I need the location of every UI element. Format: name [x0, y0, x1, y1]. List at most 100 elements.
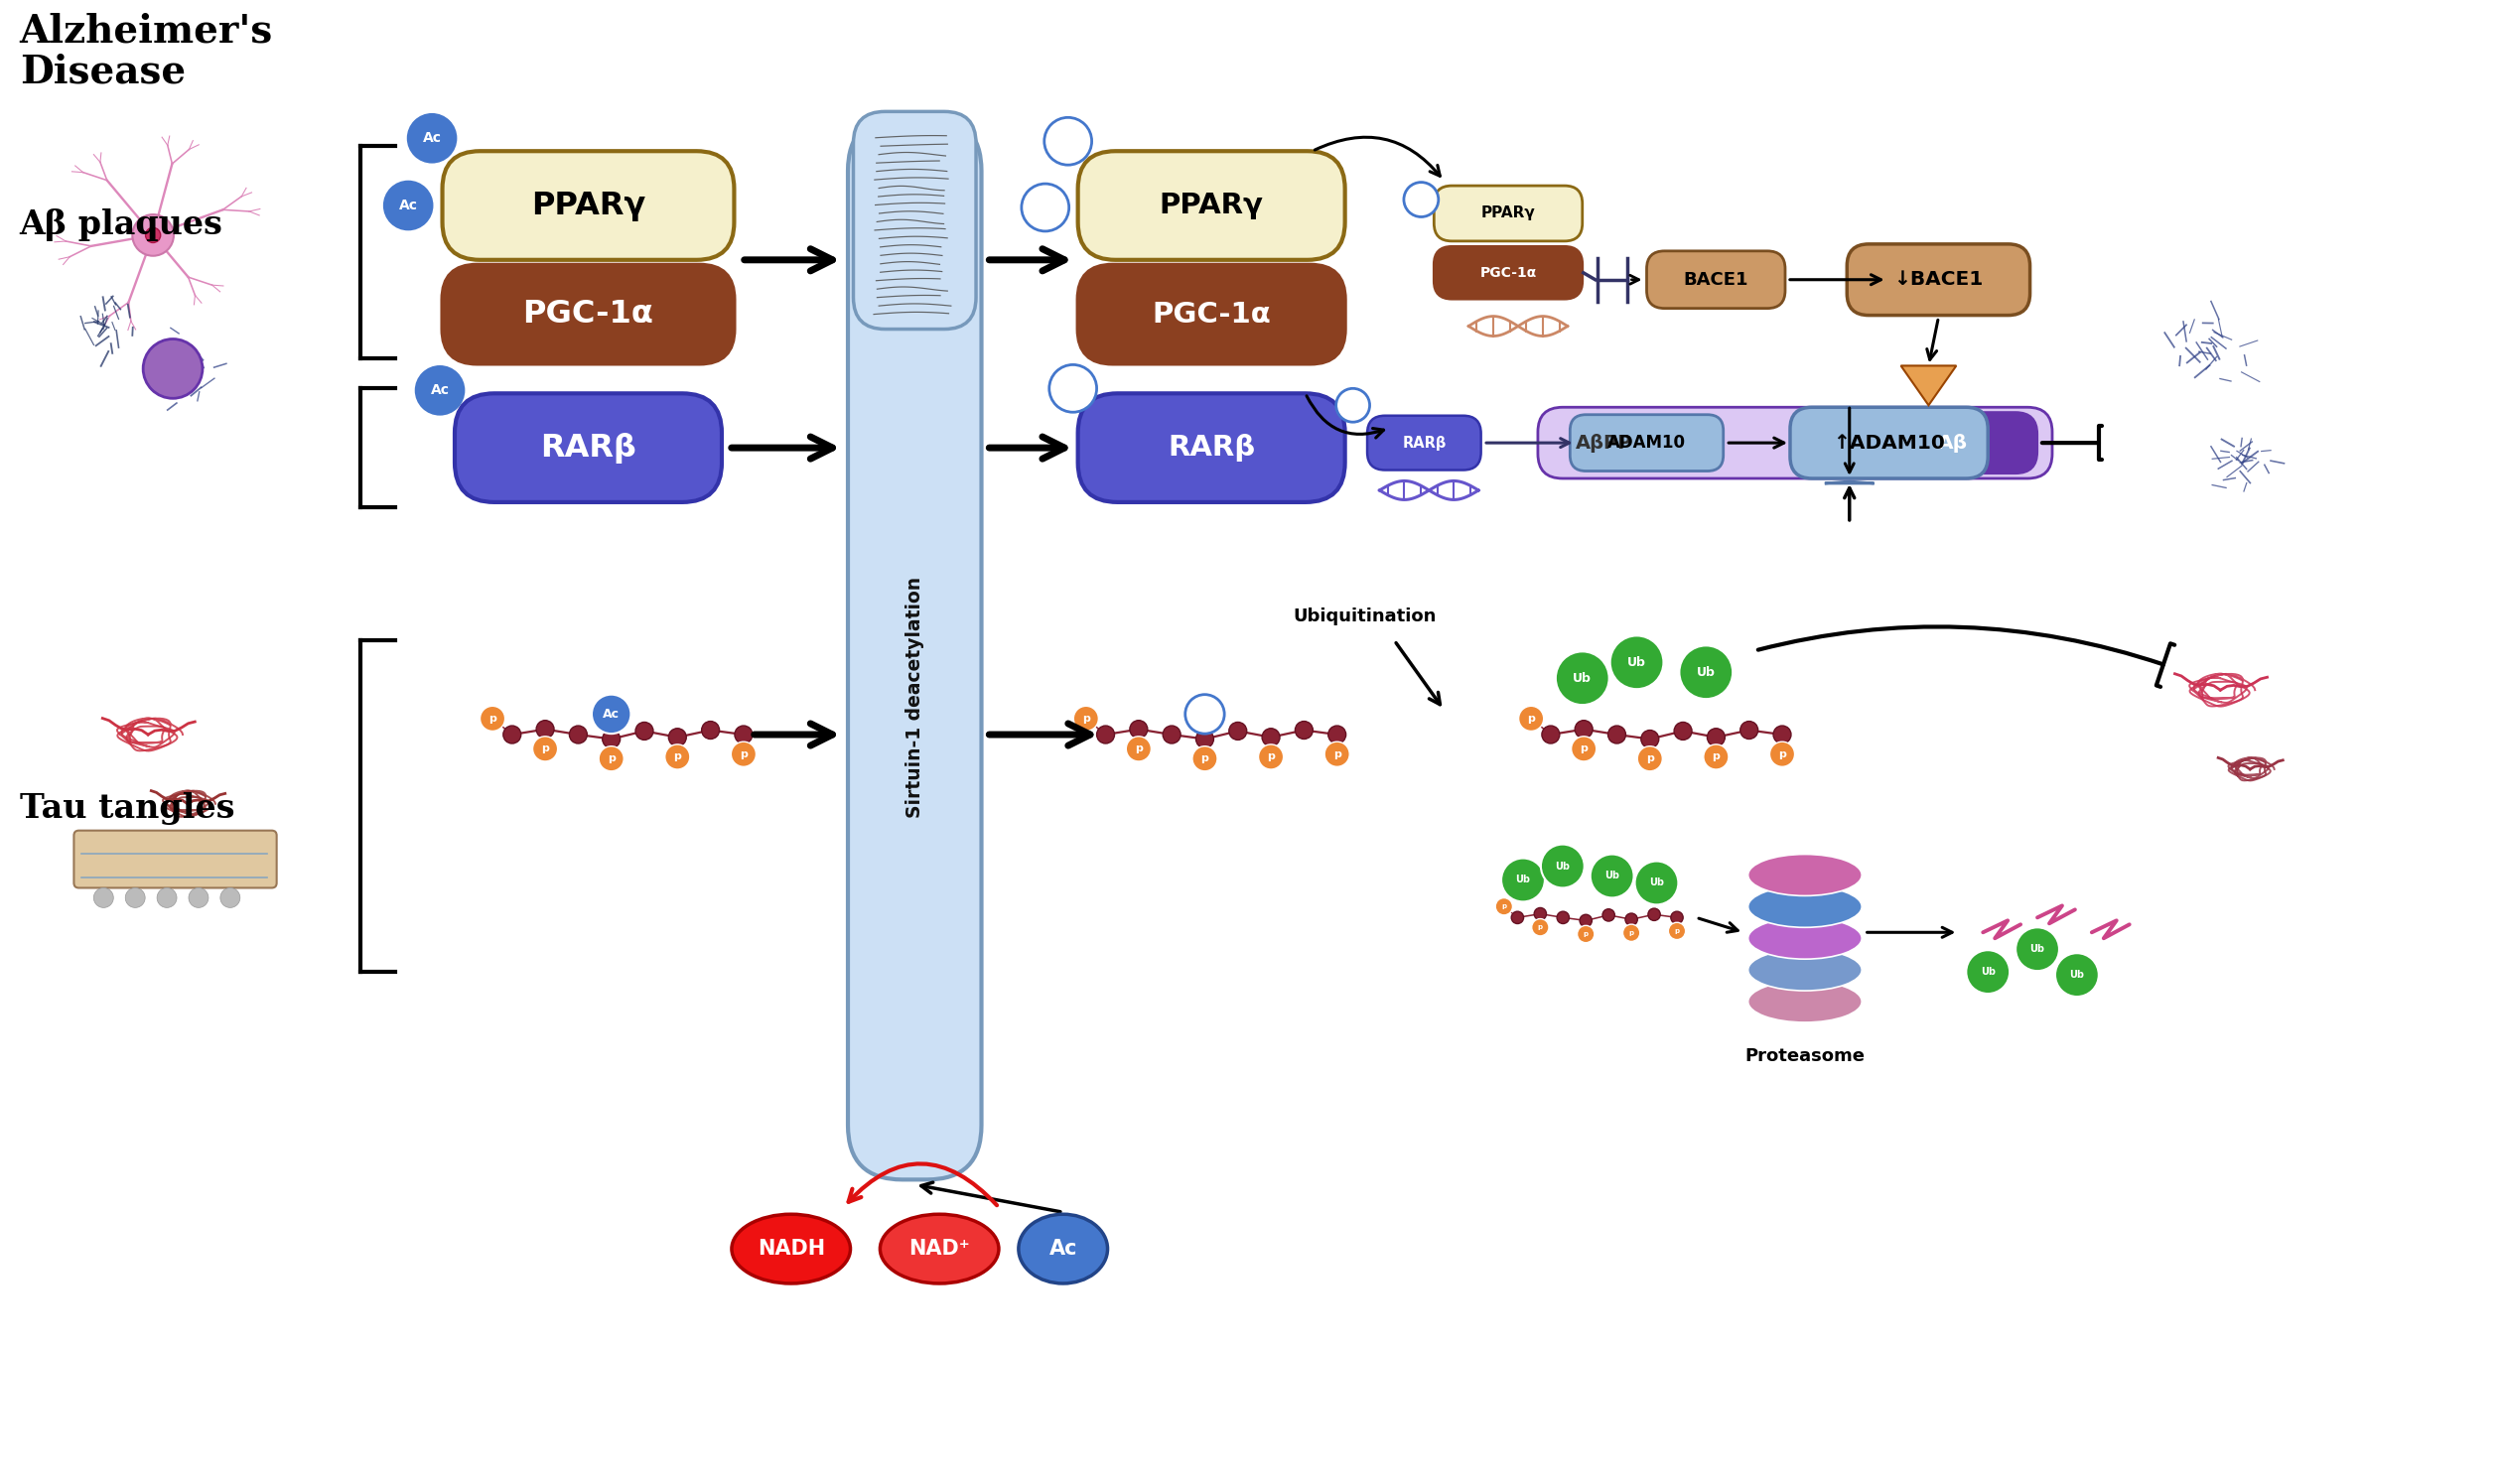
Text: Ub: Ub — [1649, 879, 1664, 887]
Circle shape — [1186, 695, 1223, 733]
Text: Ac: Ac — [603, 708, 620, 721]
Ellipse shape — [731, 1214, 851, 1284]
FancyBboxPatch shape — [1646, 251, 1784, 309]
Text: PPARγ: PPARγ — [1481, 206, 1536, 221]
Text: PGC-1α: PGC-1α — [523, 298, 653, 329]
Circle shape — [731, 742, 756, 767]
Circle shape — [701, 721, 721, 739]
Circle shape — [1626, 913, 1636, 926]
Text: Alzheimer's
Disease: Alzheimer's Disease — [20, 13, 273, 91]
FancyBboxPatch shape — [443, 264, 733, 364]
Circle shape — [1541, 844, 1584, 887]
Text: p: p — [1711, 752, 1719, 761]
Text: PGC-1α: PGC-1α — [1151, 300, 1271, 328]
Text: ADAM10: ADAM10 — [1606, 433, 1686, 451]
Circle shape — [598, 746, 623, 772]
Circle shape — [1511, 911, 1524, 923]
FancyBboxPatch shape — [1434, 246, 1581, 298]
Circle shape — [1519, 706, 1544, 732]
Circle shape — [408, 114, 455, 162]
Text: p: p — [1334, 749, 1341, 760]
Text: p: p — [1779, 749, 1786, 760]
Text: NADH: NADH — [758, 1239, 826, 1258]
Text: NAD⁺: NAD⁺ — [908, 1239, 971, 1258]
Circle shape — [1259, 745, 1284, 769]
Circle shape — [93, 887, 113, 908]
Text: p: p — [488, 714, 495, 724]
Text: AβPP: AβPP — [1576, 433, 1631, 453]
Circle shape — [533, 736, 558, 761]
Circle shape — [1634, 861, 1679, 905]
Circle shape — [1404, 183, 1439, 217]
Text: p: p — [1201, 754, 1208, 764]
Circle shape — [1496, 898, 1514, 916]
Circle shape — [590, 695, 631, 733]
Text: p: p — [673, 752, 681, 761]
Text: PPARγ: PPARγ — [1158, 191, 1264, 220]
Text: BACE1: BACE1 — [1684, 270, 1749, 288]
Circle shape — [1329, 726, 1346, 743]
FancyBboxPatch shape — [75, 831, 278, 887]
Polygon shape — [1824, 481, 1874, 484]
Text: Ac: Ac — [430, 383, 450, 398]
Circle shape — [570, 726, 588, 743]
Circle shape — [668, 729, 686, 746]
FancyBboxPatch shape — [1846, 243, 2029, 315]
Circle shape — [1228, 723, 1246, 741]
Circle shape — [503, 726, 520, 743]
Circle shape — [1556, 651, 1609, 705]
Text: Ub: Ub — [1574, 672, 1591, 684]
Circle shape — [1531, 919, 1549, 936]
Ellipse shape — [1749, 981, 1861, 1022]
Circle shape — [2054, 953, 2099, 997]
Circle shape — [1601, 910, 1614, 922]
Circle shape — [1741, 721, 1759, 739]
Circle shape — [1706, 729, 1724, 746]
Text: ↑ADAM10: ↑ADAM10 — [1834, 433, 1944, 453]
Text: p: p — [1579, 743, 1589, 754]
Circle shape — [1196, 730, 1213, 748]
Circle shape — [415, 367, 463, 414]
FancyBboxPatch shape — [1078, 264, 1346, 364]
Circle shape — [1501, 858, 1544, 902]
FancyBboxPatch shape — [1539, 407, 2052, 478]
FancyBboxPatch shape — [1789, 407, 1989, 478]
Circle shape — [1611, 635, 1664, 689]
Circle shape — [125, 887, 145, 908]
Ellipse shape — [1749, 950, 1861, 991]
Circle shape — [1967, 950, 2009, 994]
Circle shape — [1096, 726, 1113, 743]
Text: p: p — [608, 754, 615, 764]
Text: p: p — [1266, 752, 1276, 761]
FancyBboxPatch shape — [443, 151, 733, 260]
Text: Ub: Ub — [1556, 861, 1571, 871]
Circle shape — [1636, 746, 1661, 772]
Circle shape — [535, 720, 553, 738]
Text: RARβ: RARβ — [1168, 433, 1256, 462]
Circle shape — [220, 887, 240, 908]
Text: p: p — [1136, 743, 1143, 754]
Circle shape — [188, 887, 208, 908]
Circle shape — [1193, 746, 1218, 772]
Circle shape — [158, 887, 178, 908]
Ellipse shape — [1749, 886, 1861, 928]
Text: Ubiquitination: Ubiquitination — [1294, 608, 1436, 626]
Circle shape — [145, 227, 160, 243]
Text: ↓BACE1: ↓BACE1 — [1894, 270, 1984, 289]
FancyBboxPatch shape — [848, 116, 981, 1180]
Circle shape — [636, 723, 653, 741]
Circle shape — [385, 181, 433, 229]
Text: Ub: Ub — [2069, 971, 2084, 979]
Circle shape — [133, 215, 173, 255]
Circle shape — [1576, 926, 1594, 942]
Circle shape — [1021, 184, 1068, 232]
Ellipse shape — [1749, 917, 1861, 959]
Circle shape — [736, 726, 753, 743]
Text: Ub: Ub — [1626, 656, 1646, 669]
FancyBboxPatch shape — [1078, 393, 1346, 502]
Circle shape — [1541, 726, 1559, 743]
Circle shape — [1574, 720, 1594, 738]
Polygon shape — [1902, 365, 1957, 405]
Circle shape — [1769, 742, 1794, 767]
Circle shape — [1671, 911, 1684, 923]
